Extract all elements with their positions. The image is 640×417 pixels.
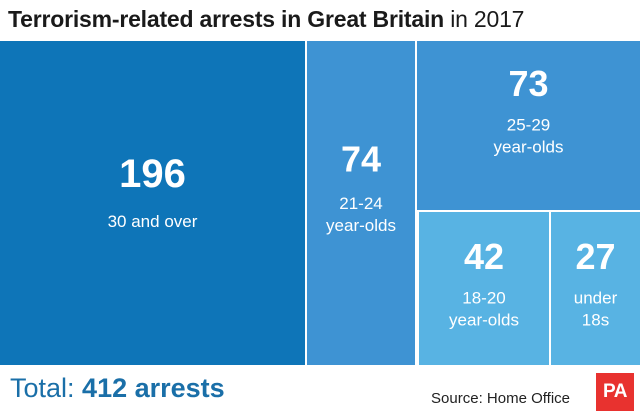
tile-under-18s: 27 under 18s (551, 212, 640, 365)
tile-rect-30-and-over (0, 41, 305, 365)
tile-label-18-20-year-olds-line-1: 18-20 (462, 288, 505, 307)
tile-value-30-and-over: 196 (119, 152, 186, 196)
chart-title: Terrorism-related arrests in Great Brita… (8, 4, 524, 34)
tile-label-21-24-year-olds-line-2: year-olds (326, 216, 396, 235)
tile-rect-25-29-year-olds (417, 41, 640, 210)
tile-21-24-year-olds: 74 21-24 year-olds (307, 41, 415, 365)
tile-label-25-29-year-olds-line-2: year-olds (494, 138, 564, 157)
tile-label-21-24-year-olds-line-1: 21-24 (339, 194, 382, 213)
tile-18-20-year-olds: 42 18-20 year-olds (419, 212, 549, 365)
tile-value-under-18s: 27 (575, 236, 615, 277)
tile-label-under-18s-line-2: 18s (582, 311, 609, 330)
tile-label-30-and-over-line-1: 30 and over (108, 212, 198, 231)
total-value: 412 arrests (82, 373, 225, 403)
total-label: Total: (10, 373, 83, 403)
tile-30-and-over: 196 30 and over (0, 41, 305, 365)
tile-rect-21-24-year-olds (307, 41, 415, 365)
chart-title-main: Terrorism-related arrests in Great Brita… (8, 6, 445, 32)
tile-value-21-24-year-olds: 74 (341, 139, 381, 180)
pa-logo: PA (596, 373, 634, 411)
tile-value-18-20-year-olds: 42 (464, 236, 504, 277)
tile-value-25-29-year-olds: 73 (508, 63, 548, 104)
chart-title-year: in 2017 (444, 6, 525, 32)
tile-rect-18-20-year-olds (419, 212, 549, 365)
source-credit: Source: Home Office (431, 390, 570, 407)
tile-rect-under-18s (551, 212, 640, 365)
tile-label-18-20-year-olds-line-2: year-olds (449, 311, 519, 330)
tile-label-under-18s-line-1: under (574, 288, 618, 307)
tile-25-29-year-olds: 73 25-29 year-olds (417, 41, 640, 210)
tile-label-25-29-year-olds-line-1: 25-29 (507, 115, 550, 134)
total-arrests: Total: 412 arrests (10, 371, 225, 405)
